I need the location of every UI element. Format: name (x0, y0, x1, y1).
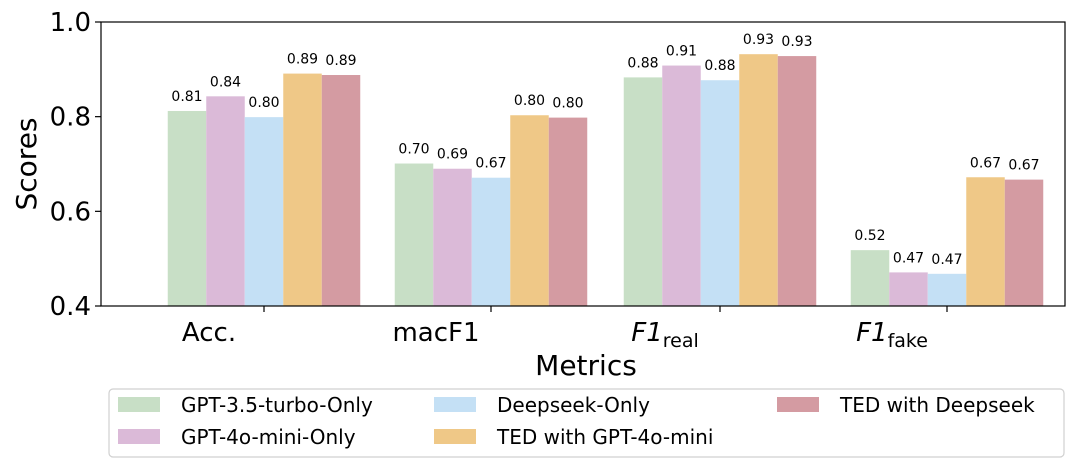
x-tick-label: macF1 (392, 318, 479, 348)
bar (548, 117, 588, 306)
y-tick-label: 1.0 (50, 8, 91, 38)
legend-label: TED with Deepseek (839, 393, 1035, 417)
bar-value-label: 0.89 (325, 53, 356, 69)
legend-swatch (434, 397, 476, 412)
bar-value-label: 0.88 (704, 58, 735, 74)
bar (510, 115, 549, 306)
bar-value-label: 0.93 (743, 32, 774, 48)
bar-value-label: 0.91 (666, 44, 697, 60)
y-tick-label: 0.8 (50, 103, 91, 133)
bar (1004, 179, 1044, 306)
x-tick-label: Acc. (182, 318, 236, 348)
x-axis-title: Metrics (535, 349, 637, 382)
bar (927, 273, 967, 306)
x-tick-label-sub: real (663, 330, 699, 352)
bar-value-label: 0.88 (627, 55, 658, 71)
legend-swatch (434, 429, 476, 444)
bar (850, 250, 890, 306)
bar (244, 117, 284, 306)
legend-swatch (118, 429, 160, 444)
bar-value-label: 0.89 (287, 52, 318, 68)
bar-value-label: 0.84 (210, 74, 241, 90)
y-axis: 0.4 0.6 0.8 1.0 (50, 8, 101, 322)
bar (662, 65, 701, 307)
y-tick-label: 0.6 (50, 197, 91, 227)
bar-value-label: 0.70 (398, 142, 429, 158)
legend-label: TED with GPT-4o-mini (496, 425, 713, 449)
legend-label: Deepseek-Only (497, 393, 650, 417)
bar-value-label: 0.52 (854, 228, 885, 244)
y-axis-title: Scores (10, 117, 43, 210)
x-tick-label: F1real (631, 318, 699, 352)
bar-value-label: 0.67 (970, 155, 1001, 171)
bars-group (167, 54, 1044, 307)
plot-frame (100, 21, 1066, 307)
bar (739, 54, 778, 306)
data-labels-group: 0.81 0.70 0.88 0.52 0.84 0.69 0.91 0.47 0.80 0.67… (171, 32, 1039, 268)
legend-frame (108, 388, 1065, 458)
legend-label: GPT-4o-mini-Only (181, 425, 356, 449)
bar (283, 73, 322, 307)
legend-swatch (777, 397, 819, 412)
bar (394, 163, 434, 306)
legend-swatch (118, 397, 160, 412)
bar-value-label: 0.81 (171, 89, 202, 105)
y-tick-label: 0.4 (50, 292, 91, 322)
bar (206, 96, 245, 307)
x-tick-label-main: F1 (856, 318, 888, 348)
bar (471, 177, 511, 306)
bar (700, 80, 740, 306)
x-tick-label-main: F1 (631, 318, 663, 348)
bar-value-label: 0.80 (248, 95, 279, 111)
bar (167, 110, 207, 306)
bar-value-label: 0.67 (475, 156, 506, 172)
bar (889, 272, 928, 306)
bar-value-label: 0.69 (437, 147, 468, 163)
bar-value-label: 0.47 (893, 250, 924, 266)
x-axis: Acc. macF1 F1real F1fake (182, 306, 948, 352)
x-tick-label: F1fake (856, 318, 928, 352)
bar-value-label: 0.47 (931, 252, 962, 268)
bar (623, 77, 663, 306)
bar-value-label: 0.67 (1008, 158, 1039, 174)
bar (777, 56, 817, 306)
legend-label: GPT-3.5-turbo-Only (181, 393, 373, 417)
bar (433, 168, 472, 306)
x-tick-label-sub: fake (888, 330, 928, 352)
bar-value-label: 0.80 (552, 96, 583, 112)
legend: GPT-3.5-turbo-Only GPT-4o-mini-Only Deepse… (108, 388, 1065, 458)
bar-value-label: 0.93 (781, 34, 812, 50)
x-tick-label-main: Acc. (182, 318, 236, 348)
bar-value-label: 0.80 (514, 93, 545, 109)
bar (966, 177, 1005, 306)
bar (321, 75, 361, 306)
x-tick-label-main: macF1 (392, 318, 479, 348)
